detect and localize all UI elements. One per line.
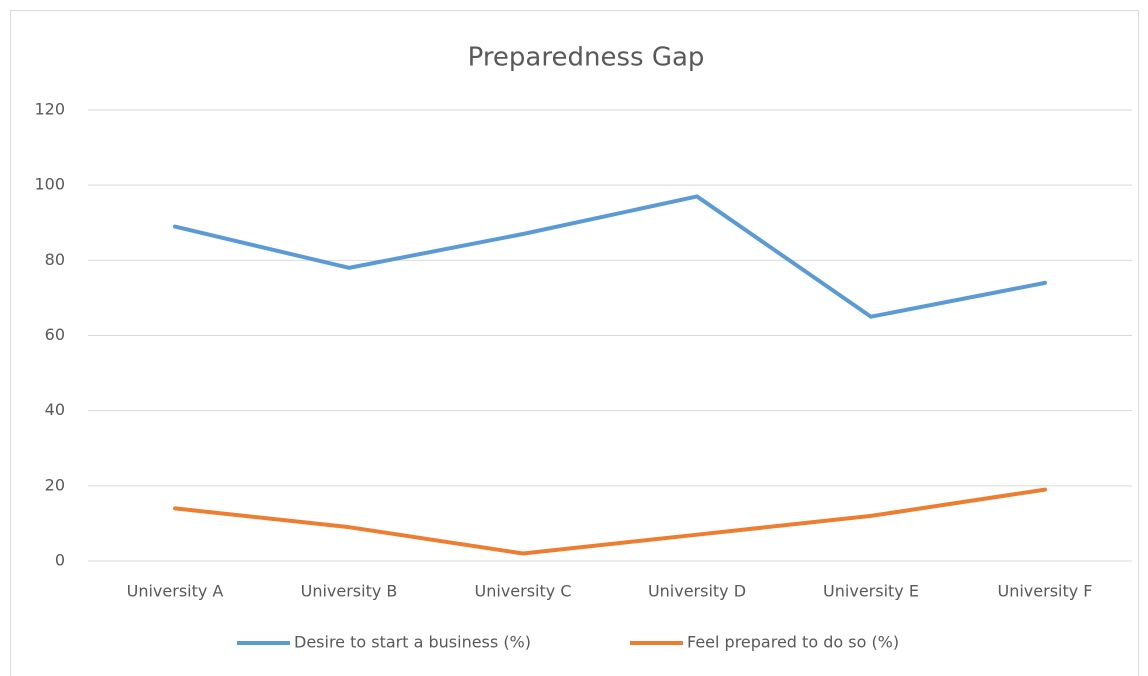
y-tick-label: 80 bbox=[45, 250, 65, 269]
y-tick-label: 20 bbox=[45, 475, 65, 494]
chart-title: Preparedness Gap bbox=[468, 43, 705, 73]
x-tick-label: University F bbox=[998, 582, 1093, 601]
series-line bbox=[173, 487, 1047, 556]
y-tick-label: 120 bbox=[34, 100, 65, 119]
y-tick-label: 100 bbox=[34, 175, 65, 194]
y-tick-label: 0 bbox=[55, 551, 65, 570]
y-tick-label: 40 bbox=[45, 400, 65, 419]
legend-label: Desire to start a business (%) bbox=[294, 633, 531, 652]
x-tick-label: University D bbox=[648, 582, 746, 601]
y-tick-label: 60 bbox=[45, 325, 65, 344]
x-tick-label: University E bbox=[823, 582, 919, 601]
x-tick-label: University C bbox=[475, 582, 572, 601]
legend-label: Feel prepared to do so (%) bbox=[687, 633, 899, 652]
series-line bbox=[173, 194, 1047, 319]
x-tick-label: University A bbox=[127, 582, 224, 601]
x-tick-label: University B bbox=[301, 582, 398, 601]
chart-border bbox=[10, 10, 1139, 676]
